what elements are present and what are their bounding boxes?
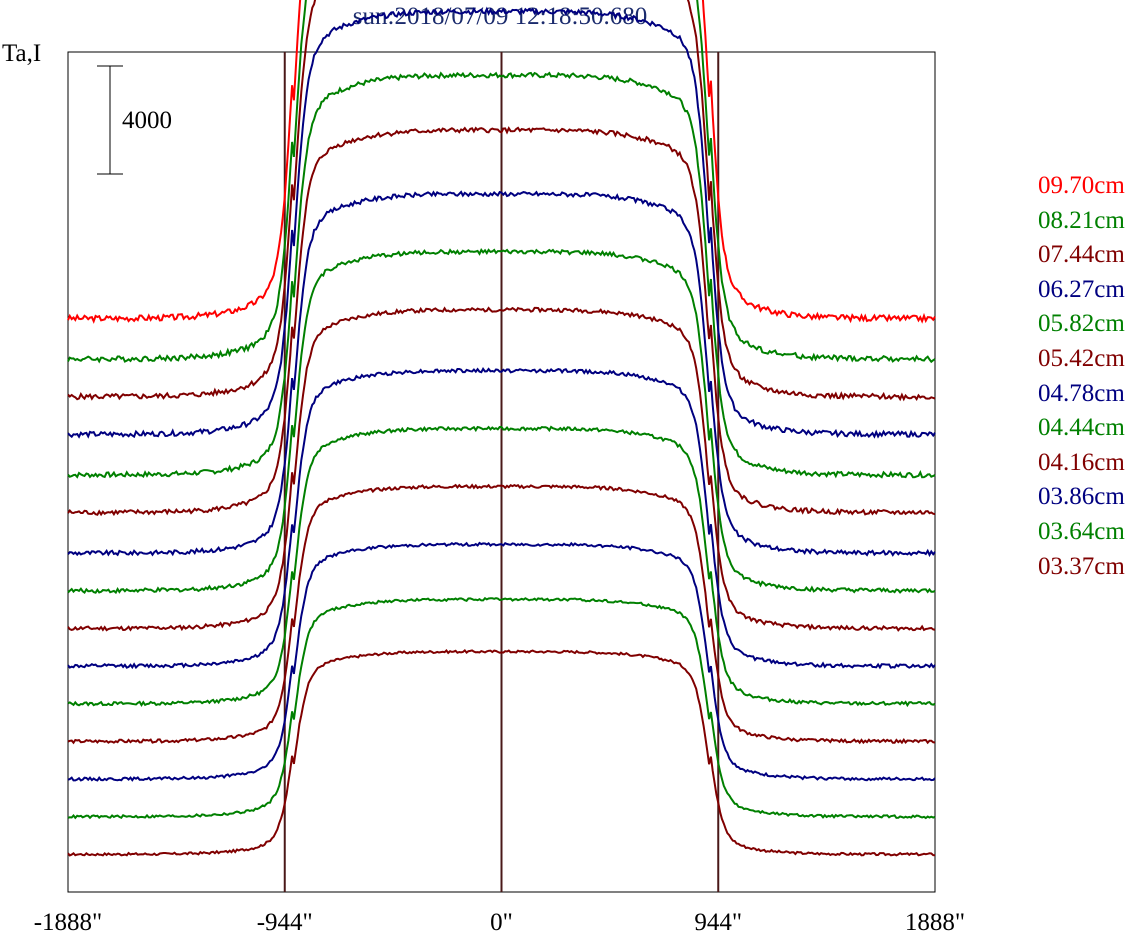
legend-item: 06.27cm <box>1038 275 1125 303</box>
x-tick-label: 0" <box>490 909 513 936</box>
scale-bar-label: 4000 <box>122 107 172 134</box>
legend-item: 03.37cm <box>1038 552 1125 580</box>
series-line-1 <box>67 0 936 364</box>
legend-item: 03.64cm <box>1038 517 1125 545</box>
series-line-7 <box>67 247 936 595</box>
legend-item: 05.42cm <box>1038 344 1125 372</box>
series-line-10 <box>67 425 936 708</box>
x-tick-label: 944" <box>694 909 742 936</box>
series-line-9 <box>67 367 936 670</box>
series-line-13 <box>67 596 936 820</box>
series-line-12 <box>67 541 936 782</box>
x-tick-labels: -1888" -944" 0" 944" 1888" <box>34 909 965 936</box>
x-tick-label: -1888" <box>34 909 103 936</box>
series-line-5 <box>67 126 936 517</box>
series-layer <box>67 0 936 857</box>
legend-item: 04.44cm <box>1038 414 1125 442</box>
vertical-reference-lines <box>283 52 720 892</box>
legend-item: 04.78cm <box>1038 379 1125 407</box>
series-line-14 <box>67 648 936 857</box>
legend-item: 09.70cm <box>1038 172 1125 199</box>
chart-title: sun:2018/07/09 12:18:50.680 <box>352 3 648 30</box>
legend-item: 04.16cm <box>1038 448 1125 476</box>
series-line-8 <box>67 306 936 632</box>
x-tick-label: 1888" <box>905 909 965 936</box>
series-line-2 <box>67 0 936 402</box>
scale-bar: 4000 <box>97 65 172 175</box>
series-line-0 <box>67 0 936 324</box>
x-tick-label: -944" <box>257 909 313 936</box>
legend-item: 08.21cm <box>1038 206 1125 234</box>
legend: 09.70cm 08.21cm 07.44cm 06.27cm 05.82cm 05.42… <box>1038 169 1125 584</box>
series-line-3 <box>67 6 936 439</box>
series-line-11 <box>67 483 936 745</box>
legend-item: 03.86cm <box>1038 483 1125 511</box>
legend-item: 07.44cm <box>1038 241 1125 269</box>
series-line-4 <box>67 71 936 479</box>
legend-item: 05.82cm <box>1038 310 1125 338</box>
y-axis-label: Ta,I <box>2 40 42 67</box>
series-line-6 <box>67 190 936 558</box>
